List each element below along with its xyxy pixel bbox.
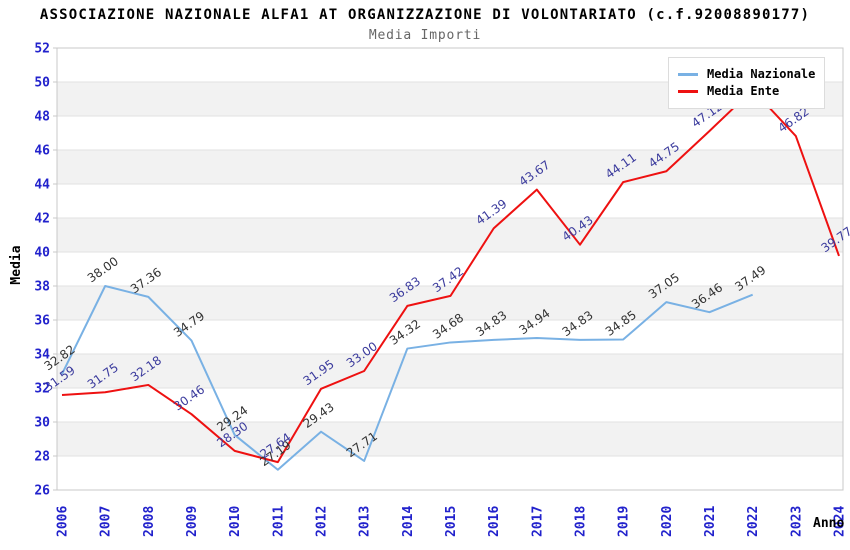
svg-text:2008: 2008 — [142, 506, 157, 537]
svg-text:2012: 2012 — [315, 506, 330, 537]
chart-title: ASSOCIAZIONE NAZIONALE ALFA1 AT ORGANIZZ… — [39, 7, 811, 23]
svg-text:48: 48 — [34, 110, 50, 125]
svg-text:28: 28 — [34, 450, 50, 465]
svg-text:52: 52 — [34, 42, 50, 57]
legend-swatch-nazionale-icon — [678, 72, 698, 76]
series-line-media-ente — [61, 88, 840, 464]
legend-label-media-nazionale: Media Nazionale — [707, 67, 816, 81]
svg-text:2021: 2021 — [703, 506, 718, 537]
svg-text:2015: 2015 — [444, 506, 459, 537]
svg-text:2007: 2007 — [99, 506, 114, 537]
svg-text:38: 38 — [34, 280, 50, 295]
svg-text:2014: 2014 — [401, 506, 416, 537]
svg-text:42: 42 — [34, 212, 50, 227]
svg-text:40: 40 — [34, 246, 50, 261]
svg-text:2024: 2024 — [833, 506, 848, 537]
svg-text:34: 34 — [34, 348, 50, 363]
y-axis-title: Media — [9, 245, 24, 284]
x-axis-title: Anno — [813, 516, 844, 531]
svg-text:2013: 2013 — [358, 506, 373, 537]
y-axis-tick-labels: 26 28 30 32 34 36 38 40 42 44 46 48 50 52 — [34, 42, 50, 499]
svg-text:36: 36 — [34, 314, 50, 329]
y-gridlines — [53, 47, 843, 491]
svg-text:26: 26 — [34, 484, 50, 499]
svg-text:2010: 2010 — [228, 506, 243, 537]
legend: Media Nazionale Media Ente — [668, 57, 826, 109]
series-line-media-nazionale — [61, 285, 754, 471]
legend-swatch-ente-icon — [678, 89, 698, 93]
svg-text:44: 44 — [34, 178, 50, 193]
svg-text:2023: 2023 — [789, 506, 804, 537]
legend-item-media-ente: Media Ente — [678, 84, 815, 98]
plot-border — [56, 47, 844, 491]
plot-bands — [57, 48, 843, 490]
chart-subtitle: Media Importi — [368, 28, 482, 43]
svg-text:46: 46 — [34, 144, 50, 159]
svg-text:2019: 2019 — [617, 506, 632, 537]
svg-text:2011: 2011 — [271, 506, 286, 537]
svg-text:2017: 2017 — [530, 506, 545, 537]
svg-text:2020: 2020 — [660, 506, 675, 537]
svg-text:32: 32 — [34, 382, 50, 397]
svg-text:2006: 2006 — [56, 506, 71, 537]
svg-text:2022: 2022 — [746, 506, 761, 537]
legend-label-media-ente: Media Ente — [707, 84, 780, 98]
svg-text:50: 50 — [34, 76, 50, 91]
x-axis-tick-labels: 2006 2007 2008 2009 2010 2011 2012 2013 2014 2015… — [56, 506, 848, 537]
svg-text:30: 30 — [34, 416, 50, 431]
svg-text:2016: 2016 — [487, 506, 502, 537]
svg-text:2009: 2009 — [185, 506, 200, 537]
svg-text:2018: 2018 — [574, 506, 589, 537]
legend-item-media-nazionale: Media Nazionale — [678, 67, 815, 81]
